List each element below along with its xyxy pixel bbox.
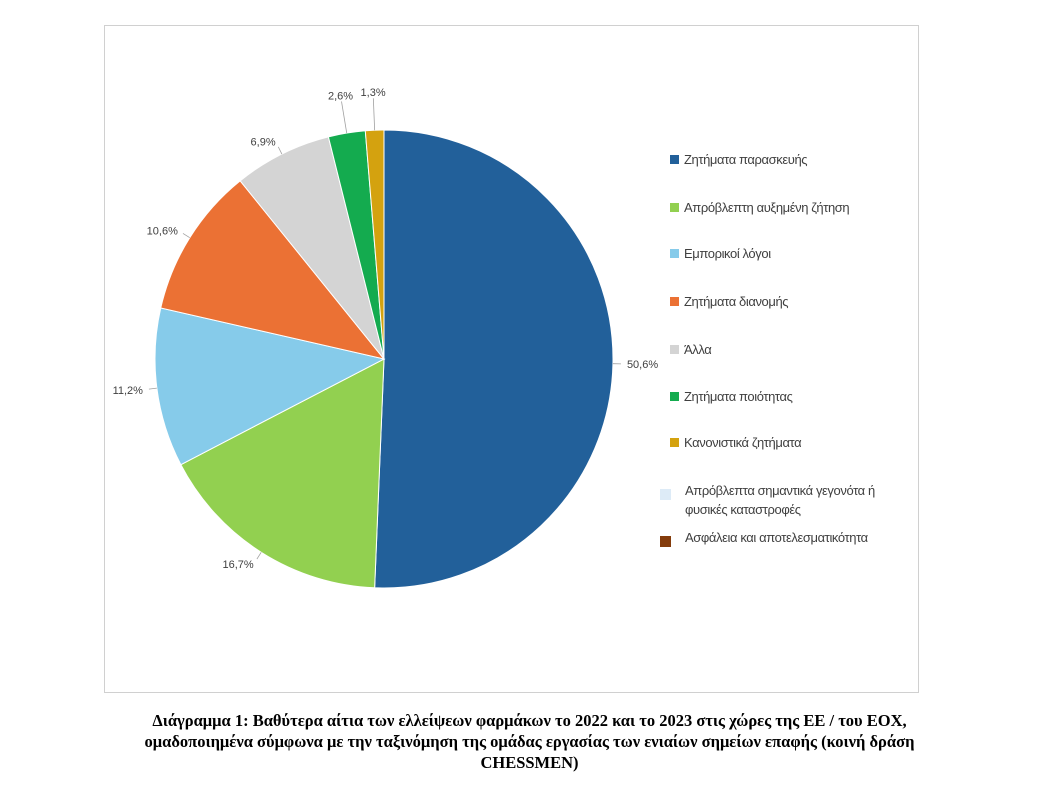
data-label: 10,6% [147,225,178,237]
legend-item: Κανονιστικά ζητήματα [670,433,802,452]
legend-swatch [660,489,671,500]
legend-item: Ασφάλεια και αποτελεσματικότητα [660,528,868,547]
data-label: 2,6% [328,91,353,103]
leader-line [341,101,348,134]
data-label: 50,6% [627,359,658,371]
leader-line [256,552,262,560]
legend-label: Εμπορικοί λόγοι [684,246,771,261]
legend-label: Ζητήματα παρασκευής [684,152,808,167]
legend-label: Κανονιστικά ζητήματα [684,435,802,450]
leader-line [372,98,376,131]
legend-swatch [660,536,671,547]
pie-slice [154,307,386,466]
data-label: 1,3% [361,87,386,99]
legend-item: Ζητήματα ποιότητας [670,387,793,406]
legend-label: Ασφάλεια και αποτελεσματικότητα [685,530,868,545]
legend-item: Ζητήματα παρασκευής [670,150,808,169]
caption-line-3: CHESSMEN) [480,753,579,772]
legend-label: Άλλα [684,342,712,357]
legend-swatch [670,155,679,164]
legend-swatch [670,345,679,354]
pie-slice [160,180,386,360]
legend-swatch [670,392,679,401]
leader-line [182,233,190,239]
legend-swatch [670,249,679,258]
legend-label: Απρόβλεπτα σημαντικά γεγονότα ή φυσικές … [685,483,875,517]
legend-swatch [670,203,679,212]
legend-item: Απρόβλεπτη αυξημένη ζήτηση [670,198,850,217]
legend-swatch [670,297,679,306]
leader-line [277,146,283,155]
legend-item: Άλλα [670,340,712,359]
pie-slice [374,129,614,589]
data-label: 11,2% [113,385,144,397]
leader-line [148,387,157,390]
pie-chart: 50,6% 16,7% 11,2% 10,6% 6,9% 2,6% 1,3% [113,87,658,589]
legend-swatch [670,438,679,447]
chart-frame [104,25,919,693]
legend-label: Ζητήματα διανομής [684,294,789,309]
legend-label: Ζητήματα ποιότητας [684,389,793,404]
legend-item: Ζητήματα διανομής [670,292,789,311]
legend-item: Εμπορικοί λόγοι [670,244,771,263]
legend-label: Απρόβλεπτη αυξημένη ζήτηση [684,200,850,215]
figure-caption: Διάγραμμα 1: Βαθύτερα αίτια των ελλείψεω… [0,710,1059,773]
legend-item: Απρόβλεπτα σημαντικά γεγονότα ή φυσικές … [660,481,915,519]
caption-line-1: Διάγραμμα 1: Βαθύτερα αίτια των ελλείψεω… [152,711,907,730]
data-label: 6,9% [251,137,276,149]
caption-line-2: ομαδοποιημένα σύμφωνα με την ταξινόμηση … [144,732,915,751]
data-label: 16,7% [222,559,253,571]
